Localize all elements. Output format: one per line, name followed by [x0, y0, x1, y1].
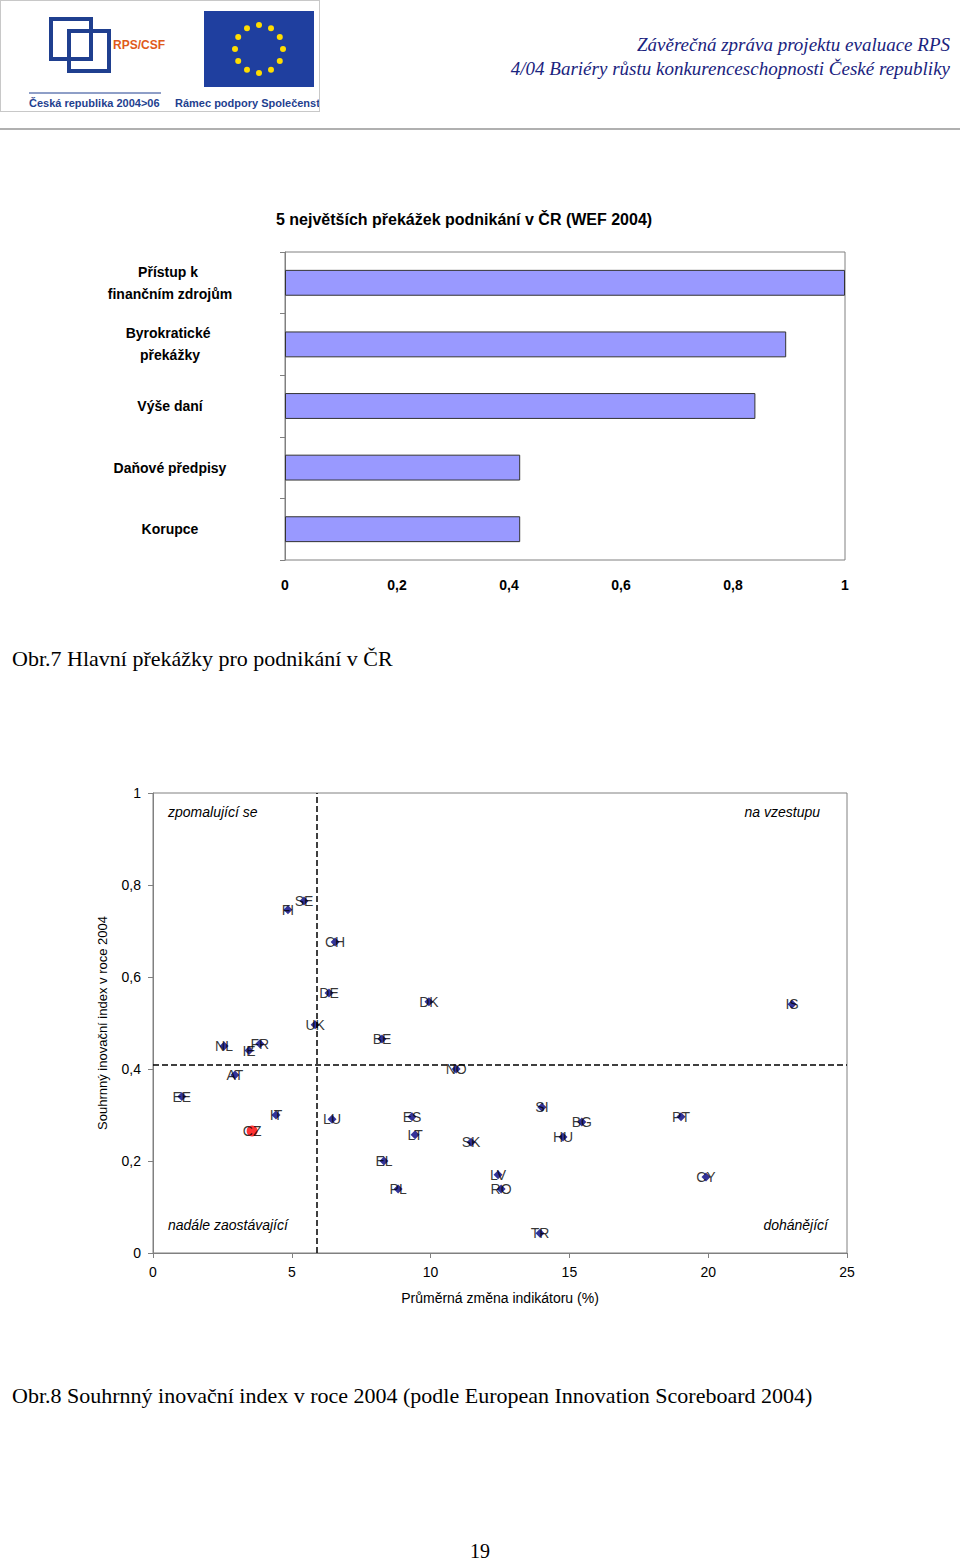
svg-text:Česká republika 2004>06: Česká republika 2004>06 — [29, 97, 160, 109]
svg-text:Korupce: Korupce — [142, 521, 199, 537]
svg-text:0: 0 — [133, 1245, 141, 1261]
svg-text:5 největších překážek podnikán: 5 největších překážek podnikání v ČR (WE… — [276, 210, 652, 228]
svg-text:RO: RO — [491, 1181, 512, 1197]
svg-text:na vzestupu: na vzestupu — [745, 804, 821, 820]
svg-text:IT: IT — [270, 1107, 283, 1123]
svg-text:NO: NO — [446, 1061, 467, 1077]
svg-text:0,2: 0,2 — [122, 1153, 142, 1169]
svg-text:Byrokratické: Byrokratické — [126, 325, 215, 341]
svg-text:Souhrnný inovační index v roce: Souhrnný inovační index v roce 2004 — [95, 916, 110, 1130]
svg-text:nadále zaostávající: nadále zaostávající — [168, 1217, 290, 1233]
svg-text:CH: CH — [325, 934, 345, 950]
svg-text:AT: AT — [226, 1067, 243, 1083]
svg-text:Přístup k: Přístup k — [138, 264, 202, 280]
svg-text:5: 5 — [288, 1264, 296, 1280]
html-text:Závěrečná zpráva projektu eval: Závěrečná zpráva projektu evaluace RPS — [637, 34, 950, 55]
html-text:Obr.7 Hlavní překážky pro podn: Obr.7 Hlavní překážky pro podnikání v ČR — [12, 646, 393, 671]
svg-text:IE: IE — [242, 1042, 256, 1059]
svg-text:TR: TR — [531, 1225, 550, 1241]
svg-text:překážky: překážky — [140, 347, 200, 363]
svg-text:FI: FI — [282, 902, 294, 918]
html-text:Obr.8 Souhrnný inovační index: Obr.8 Souhrnný inovační index v roce 200… — [12, 1383, 813, 1408]
svg-text:0,8: 0,8 — [723, 577, 743, 593]
svg-text:CY: CY — [696, 1169, 716, 1185]
svg-text:1: 1 — [133, 785, 141, 801]
svg-text:LU: LU — [323, 1111, 341, 1127]
svg-text:0,2: 0,2 — [387, 577, 407, 593]
svg-text:finančním zdrojům: finančním zdrojům — [108, 286, 232, 302]
svg-text:LV: LV — [490, 1166, 507, 1183]
svg-text:EL: EL — [375, 1153, 392, 1169]
svg-text:CZ: CZ — [243, 1123, 262, 1139]
html-text:4/04 Bariéry růstu konkurences: 4/04 Bariéry růstu konkurenceschopnosti … — [510, 58, 950, 79]
svg-text:DE: DE — [319, 985, 338, 1001]
svg-text:FR: FR — [251, 1036, 270, 1052]
svg-text:DK: DK — [419, 994, 439, 1010]
svg-text:BE: BE — [373, 1031, 392, 1047]
svg-text:1: 1 — [841, 577, 849, 593]
svg-text:0: 0 — [281, 577, 289, 593]
svg-text:0,6: 0,6 — [122, 969, 142, 985]
svg-text:SE: SE — [295, 893, 314, 909]
svg-text:NL: NL — [215, 1038, 233, 1054]
svg-text:HU: HU — [553, 1129, 573, 1145]
svg-text:20: 20 — [700, 1264, 716, 1280]
svg-text:UK: UK — [305, 1017, 325, 1033]
svg-text:BG: BG — [572, 1114, 592, 1130]
svg-text:SK: SK — [462, 1134, 481, 1150]
svg-text:IS: IS — [785, 996, 798, 1012]
svg-text:ES: ES — [403, 1109, 422, 1125]
html-text:19: 19 — [470, 1540, 490, 1562]
svg-text:Rámec podpory Společenství: Rámec podpory Společenství — [175, 97, 319, 109]
svg-text:15: 15 — [562, 1264, 578, 1280]
svg-text:0,4: 0,4 — [122, 1061, 142, 1077]
svg-text:LT: LT — [407, 1127, 423, 1143]
svg-text:Výše daní: Výše daní — [137, 398, 203, 414]
svg-text:10: 10 — [423, 1264, 439, 1280]
svg-text:0,8: 0,8 — [122, 877, 142, 893]
svg-text:0,4: 0,4 — [499, 577, 519, 593]
svg-text:0: 0 — [149, 1264, 157, 1280]
svg-text:Daňové předpisy: Daňové předpisy — [114, 460, 227, 476]
svg-text:25: 25 — [839, 1264, 855, 1280]
svg-text:SI: SI — [535, 1099, 548, 1115]
svg-text:0,6: 0,6 — [611, 577, 631, 593]
svg-text:dohánějící: dohánějící — [763, 1217, 830, 1233]
svg-text:PT: PT — [672, 1109, 690, 1125]
svg-text:RPS/CSF: RPS/CSF — [113, 38, 165, 52]
svg-text:PL: PL — [390, 1181, 407, 1197]
svg-text:Průměrná změna indikátoru (%): Průměrná změna indikátoru (%) — [401, 1290, 599, 1306]
svg-text:EE: EE — [173, 1089, 192, 1105]
svg-text:zpomalující se: zpomalující se — [167, 804, 258, 820]
